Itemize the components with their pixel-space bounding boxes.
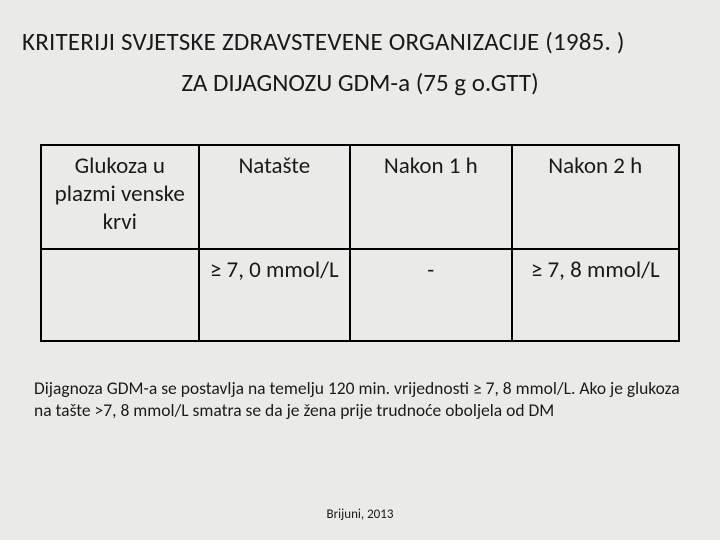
header-cell-2h: Nakon 2 h — [512, 145, 679, 249]
criteria-table: Glukoza u plazmi venske krvi Natašte Nak… — [40, 144, 680, 342]
table-header-row: Glukoza u plazmi venske krvi Natašte Nak… — [41, 145, 679, 249]
data-cell-1h: - — [350, 249, 511, 341]
table-data-row: ≥ 7, 0 mmol/L - ≥ 7, 8 mmol/L — [41, 249, 679, 341]
header-cell-plasma: Glukoza u plazmi venske krvi — [41, 145, 199, 249]
page-subtitle: ZA DIJAGNOZU GDM-a (75 g o.GTT) — [22, 67, 698, 98]
footer-citation: Brijuni, 2013 — [0, 507, 720, 522]
data-cell-empty — [41, 249, 199, 341]
slide-page: KRITERIJI SVJETSKE ZDRAVSTEVENE ORGANIZA… — [0, 0, 720, 540]
data-cell-fasting: ≥ 7, 0 mmol/L — [199, 249, 351, 341]
page-title: KRITERIJI SVJETSKE ZDRAVSTEVENE ORGANIZA… — [22, 26, 698, 57]
header-cell-fasting: Natašte — [199, 145, 351, 249]
header-cell-1h: Nakon 1 h — [350, 145, 511, 249]
data-cell-2h: ≥ 7, 8 mmol/L — [512, 249, 679, 341]
diagnosis-note: Dijagnoza GDM-a se postavlja na temelju … — [34, 378, 684, 422]
